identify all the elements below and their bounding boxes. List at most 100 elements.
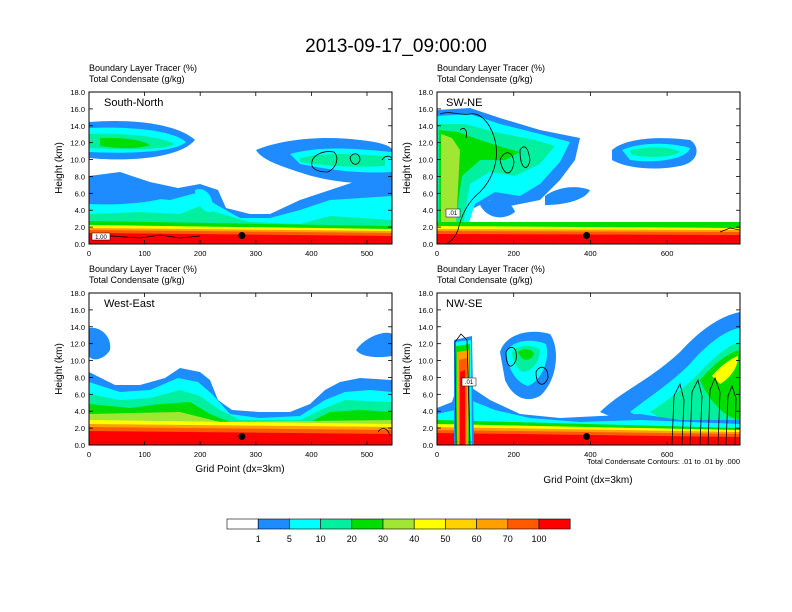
y-tick-label: 16.0 (70, 105, 85, 114)
y-tick-label: 2.0 (75, 424, 85, 433)
colorbar-swatch (538, 518, 571, 530)
field-contour-1 (439, 112, 497, 244)
y-tick-label: 8.0 (75, 373, 85, 382)
y-tick-label: 10.0 (70, 357, 85, 366)
y-axis-label: Height (km) (54, 343, 65, 395)
figure-title: 2013-09-17_09:00:00 (305, 36, 487, 57)
axis-ticks: 0.0 2.0 4.0 6.0 8.0 10.0 12.0 14.0 16.0 18.0 0 100 2… (70, 88, 392, 258)
y-tick-label: 0.0 (423, 240, 433, 249)
y-tick-label: 14.0 (70, 122, 85, 131)
field-contour-6 (707, 376, 721, 445)
y-tick-label: 8.0 (423, 373, 433, 382)
x-tick-label: 200 (507, 249, 520, 258)
colorbar-label: 100 (531, 534, 546, 544)
colorbar-swatch (320, 518, 353, 530)
plot-frame (88, 91, 393, 245)
y-tick-label: 8.0 (75, 172, 85, 181)
y-tick-label: 12.0 (418, 139, 433, 148)
field-contour-4 (671, 382, 685, 445)
x-axis-label: Grid Point (dx=3km) (543, 475, 632, 486)
y-tick-label: 18.0 (418, 289, 433, 298)
field-contour-7 (725, 384, 737, 445)
colorbar-swatch (413, 518, 446, 530)
y-tick-label: 4.0 (423, 407, 433, 416)
field-contour-1 (377, 428, 391, 437)
y-tick-label: 10.0 (418, 156, 433, 165)
contour-label: 1.00 (95, 235, 107, 241)
y-tick-label: 4.0 (75, 407, 85, 416)
x-tick-label: 0 (435, 450, 439, 459)
colorbar: 1 5 10 20 30 40 50 60 70 100 (226, 518, 571, 544)
colorbar-swatch (351, 518, 384, 530)
x-tick-label: 400 (584, 249, 597, 258)
colorbar-swatch (476, 518, 509, 530)
x-tick-label: 600 (661, 450, 674, 459)
field-contour-1 (454, 333, 471, 445)
field-fill-tracer-100pct (437, 234, 740, 244)
y-tick-label: 16.0 (418, 306, 433, 315)
panel-var-label-2: Total Condensate (g/kg) (437, 74, 533, 84)
heatmap-field: .01 (437, 312, 740, 445)
colorbar-label: 1 (256, 534, 261, 544)
colorbar-swatch (257, 518, 290, 530)
y-tick-label: 18.0 (418, 88, 433, 97)
field-fill-tower-6 (460, 370, 465, 445)
panel-var-label-1: Boundary Layer Tracer (%) (89, 63, 197, 73)
field-fill-upper-cloud-2 (356, 332, 392, 358)
x-tick-label: 0 (435, 249, 439, 258)
y-tick-label: 12.0 (418, 340, 433, 349)
heatmap-field (89, 327, 392, 445)
y-tick-label: 12.0 (70, 340, 85, 349)
panel-title: South-North (104, 97, 163, 109)
x-tick-label: 200 (194, 249, 207, 258)
heatmap-field: 1.00 (89, 120, 392, 244)
field-fill-upper-cloud-4 (518, 349, 534, 360)
field-fill-upper-cloud-4 (545, 187, 590, 205)
y-tick-label: 14.0 (418, 122, 433, 131)
panel-var-label-1: Boundary Layer Tracer (%) (89, 264, 197, 274)
field-contour-3 (519, 146, 531, 168)
y-axis-label: Height (km) (54, 142, 65, 194)
y-tick-label: 0.0 (75, 441, 85, 450)
contour-label: .01 (449, 211, 458, 217)
axis-ticks: 0.0 2.0 4.0 6.0 8.0 10.0 12.0 14.0 16.0 18.0 0 200 4… (418, 88, 740, 258)
y-tick-label: 16.0 (418, 105, 433, 114)
x-tick-label: 100 (138, 450, 151, 459)
axis-ticks: 0.0 2.0 4.0 6.0 8.0 10.0 12.0 14.0 16.0 18.0 0 200 4… (418, 289, 740, 459)
y-tick-label: 14.0 (70, 323, 85, 332)
x-tick-label: 400 (584, 450, 597, 459)
x-tick-label: 0 (87, 249, 91, 258)
y-tick-label: 0.0 (423, 441, 433, 450)
y-tick-label: 12.0 (70, 139, 85, 148)
contour-label: .01 (465, 380, 474, 386)
panel-title: SW-NE (446, 97, 482, 109)
colorbar-label: 5 (287, 534, 292, 544)
colorbar-label: 30 (378, 534, 388, 544)
plot-frame (436, 292, 741, 446)
field-contour-5 (689, 378, 703, 445)
field-contour-4 (459, 128, 467, 139)
field-contour-2 (505, 346, 517, 367)
panel-nw-se: Boundary Layer Tracer (%) Total Condensa… (402, 264, 741, 486)
field-contour-2 (349, 153, 361, 165)
location-marker (583, 433, 591, 441)
panel-var-label-1: Boundary Layer Tracer (%) (437, 264, 545, 274)
x-tick-label: 500 (361, 249, 374, 258)
y-tick-label: 16.0 (70, 306, 85, 315)
field-contour-5 (719, 227, 740, 233)
x-tick-label: 600 (661, 249, 674, 258)
x-tick-label: 300 (250, 249, 263, 258)
x-tick-label: 200 (194, 450, 207, 459)
x-tick-label: 0 (87, 450, 91, 459)
plot-frame (88, 292, 393, 446)
panel-sw-ne: Boundary Layer Tracer (%) Total Condensa… (402, 63, 741, 258)
field-fill-upper-cloud-7 (300, 154, 385, 167)
location-marker (238, 232, 246, 240)
contour-label-box (91, 232, 111, 241)
colorbar-swatch (289, 518, 321, 530)
y-tick-label: 8.0 (423, 172, 433, 181)
panel-title: NW-SE (446, 298, 482, 310)
colorbar-label: 10 (316, 534, 326, 544)
field-fill-upper-cloud-5 (480, 199, 515, 218)
